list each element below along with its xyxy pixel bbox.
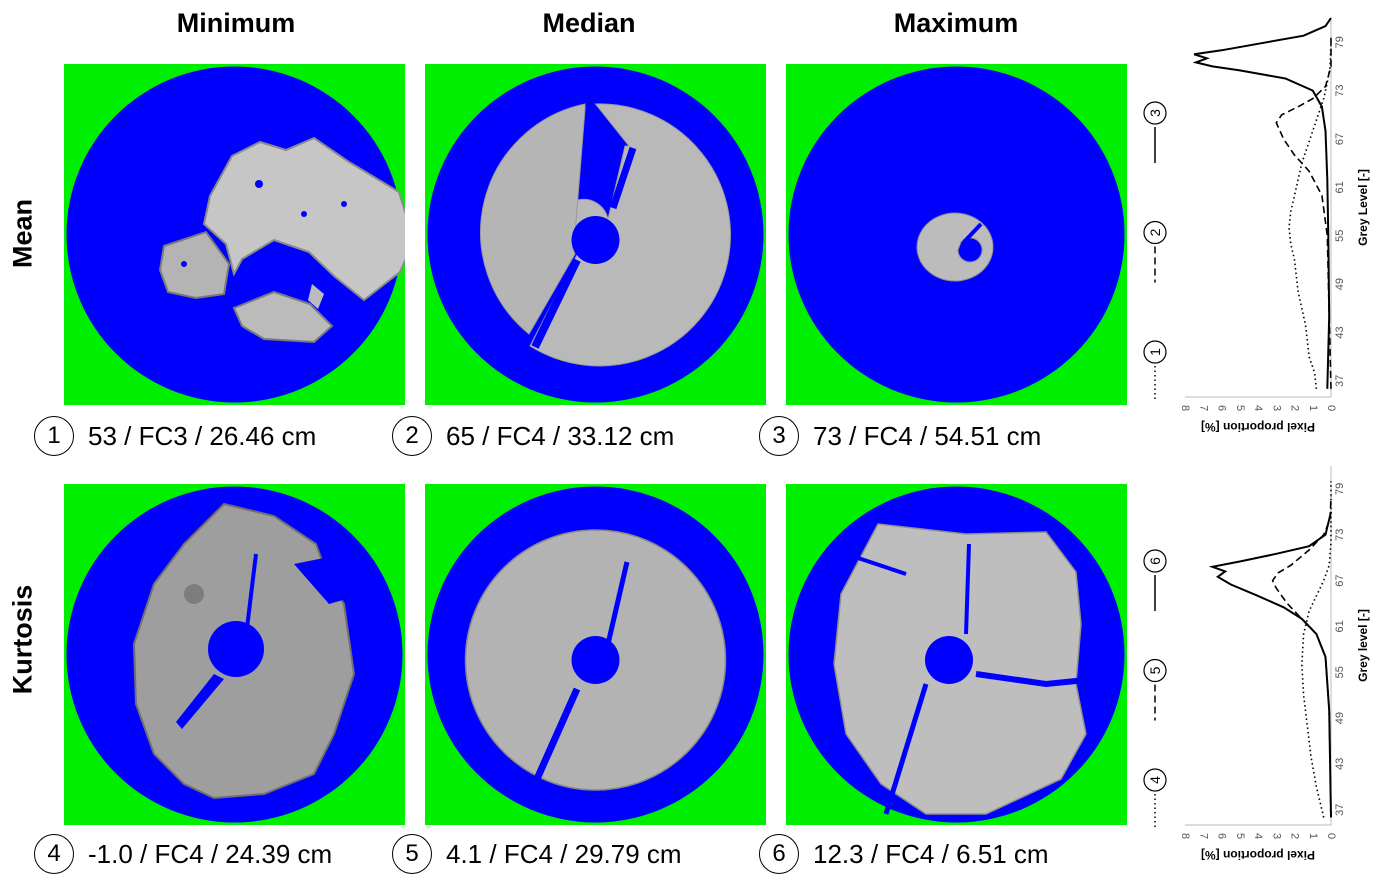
- x-tick-label: 4: [1252, 405, 1264, 411]
- caption-4: 4 -1.0 / FC4 / 24.39 cm: [34, 832, 332, 876]
- x-tick-label: 0: [1325, 405, 1337, 411]
- series-line-dotted: [1300, 481, 1332, 818]
- legend-number: 3: [1147, 109, 1163, 117]
- row-header-kurtosis: Kurtosis: [7, 584, 38, 695]
- ct-image-2: [425, 64, 766, 405]
- number-circle: 2: [392, 416, 432, 456]
- y-tick-label: 67: [1334, 574, 1346, 586]
- x-axis-label: Pixel proportion [%]: [1201, 848, 1315, 860]
- y-tick-label: 79: [1334, 483, 1346, 495]
- number-circle: 5: [392, 834, 432, 874]
- number-circle: 3: [759, 416, 799, 456]
- number-circle: 1: [34, 416, 74, 456]
- y-tick-label: 49: [1334, 712, 1346, 724]
- x-axis-label: Pixel proportion [%]: [1201, 420, 1315, 432]
- series-line-solid: [1192, 17, 1332, 389]
- legend-number-circle: [1143, 549, 1167, 573]
- caption-text: 4.1 / FC4 / 29.79 cm: [446, 838, 682, 869]
- caption-text: -1.0 / FC4 / 24.39 cm: [88, 838, 333, 869]
- ct-image-6: [786, 484, 1127, 825]
- y-axis-label: Grey level [-]: [1356, 609, 1370, 682]
- x-tick-label: 5: [1234, 405, 1246, 411]
- ct-image-5: [425, 484, 766, 825]
- y-tick-label: 43: [1334, 326, 1346, 338]
- x-tick-label: 3: [1270, 833, 1282, 839]
- caption-text: 12.3 / FC4 / 6.51 cm: [813, 838, 1049, 869]
- legend-number-circle: [1143, 658, 1167, 683]
- caption-5: 5 4.1 / FC4 / 29.79 cm: [392, 832, 682, 876]
- y-tick-label: 73: [1334, 84, 1346, 96]
- legend-number: 4: [1147, 776, 1163, 784]
- caption-6: 6 12.3 / FC4 / 6.51 cm: [759, 832, 1049, 876]
- caption-text: 53 / FC3 / 26.46 cm: [88, 420, 317, 451]
- x-tick-label: 2: [1289, 405, 1301, 411]
- y-tick-label: 37: [1334, 375, 1346, 387]
- x-tick-label: 1: [1307, 833, 1319, 839]
- number-circle: 4: [34, 834, 74, 874]
- legend-number: 5: [1147, 666, 1163, 674]
- y-tick-label: 73: [1334, 529, 1346, 541]
- x-tick-label: 0: [1325, 833, 1337, 839]
- series-line-dotted: [1288, 42, 1332, 389]
- y-tick-label: 79: [1334, 36, 1346, 48]
- x-tick-label: 2: [1289, 833, 1301, 839]
- ct-image-1: [64, 64, 405, 405]
- x-tick-label: 1: [1307, 405, 1319, 411]
- ct-image-3: [786, 64, 1127, 405]
- series-line-solid: [1208, 511, 1332, 818]
- column-header-minimum: Minimum: [176, 8, 296, 38]
- ct-image-4: [64, 484, 405, 825]
- legend-number: 6: [1147, 557, 1163, 565]
- x-tick-label: 5: [1234, 833, 1246, 839]
- y-tick-label: 61: [1334, 181, 1346, 193]
- x-tick-label: 7: [1197, 833, 1209, 839]
- x-tick-label: 8: [1179, 833, 1191, 839]
- x-tick-label: 6: [1216, 833, 1228, 839]
- x-tick-label: 3: [1270, 405, 1282, 411]
- x-tick-label: 4: [1252, 833, 1264, 839]
- y-tick-label: 61: [1334, 620, 1346, 632]
- legend-number-circle: [1143, 101, 1167, 125]
- series-line-dashed: [1275, 34, 1332, 389]
- caption-text: 73 / FC4 / 54.51 cm: [813, 420, 1042, 451]
- x-tick-label: 8: [1179, 405, 1191, 411]
- caption-2: 2 65 / FC4 / 33.12 cm: [392, 414, 674, 458]
- legend-number: 2: [1147, 228, 1163, 236]
- x-tick-label: 6: [1216, 405, 1228, 411]
- y-tick-label: 55: [1334, 666, 1346, 678]
- legend-number-circle: [1143, 768, 1167, 792]
- caption-1: 1 53 / FC3 / 26.46 cm: [34, 414, 316, 458]
- column-header-median: Median: [542, 8, 636, 38]
- legend-number-circle: [1143, 220, 1167, 245]
- y-axis-label: Grey Level [-]: [1356, 169, 1370, 246]
- y-tick-label: 67: [1334, 133, 1346, 145]
- y-tick-label: 43: [1334, 758, 1346, 770]
- y-tick-label: 55: [1334, 230, 1346, 242]
- caption-text: 65 / FC4 / 33.12 cm: [446, 420, 675, 451]
- x-tick-label: 7: [1197, 405, 1209, 411]
- y-tick-label: 37: [1334, 804, 1346, 816]
- row-header-mean: Mean: [7, 198, 38, 269]
- column-header-maximum: Maximum: [893, 8, 1019, 38]
- caption-3: 3 73 / FC4 / 54.51 cm: [759, 414, 1041, 458]
- legend-number: 1: [1147, 348, 1163, 356]
- legend-number-circle: [1143, 340, 1167, 364]
- y-tick-label: 49: [1334, 278, 1346, 290]
- number-circle: 6: [759, 834, 799, 874]
